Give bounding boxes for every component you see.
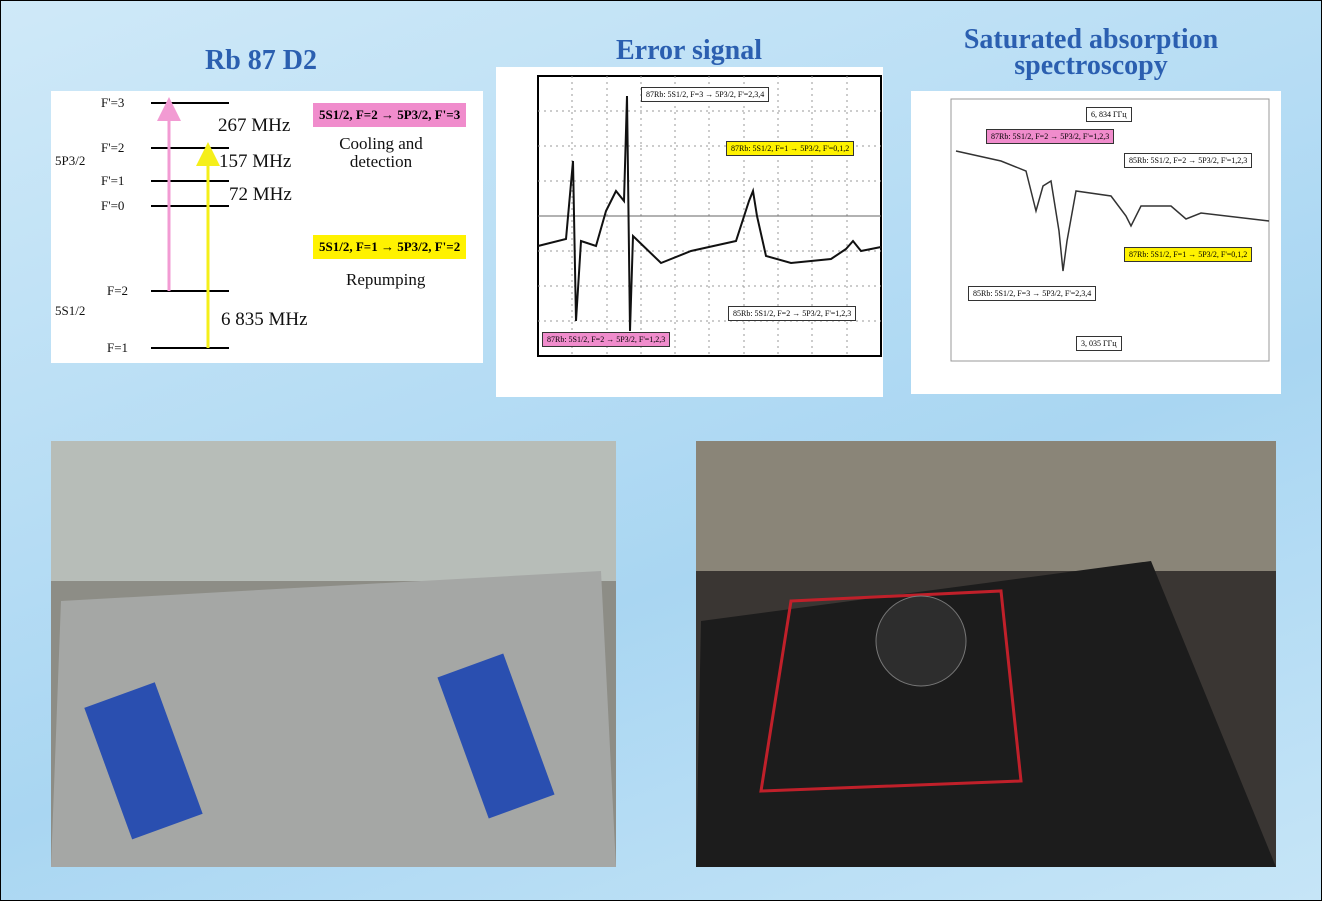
- splitting: 72 MHz: [229, 184, 292, 206]
- label: Cooling and detection: [326, 135, 436, 171]
- annotation: 85Rb: 5S1/2, F=2 → 5P3/2, F'=1,2,3: [728, 306, 856, 321]
- manifold: 5P3/2: [55, 153, 85, 169]
- annotation: 87Rb: 5S1/2, F=3 → 5P3/2, F'=2,3,4: [641, 87, 769, 102]
- annotation: 85Rb: 5S1/2, F=3 → 5P3/2, F'=2,3,4: [968, 286, 1096, 301]
- splitting: 157 MHz: [219, 151, 291, 173]
- level: F=2: [107, 283, 128, 299]
- level: F'=0: [101, 198, 124, 214]
- splitting: 6 835 MHz: [221, 309, 308, 331]
- label: Repumping: [346, 270, 425, 290]
- annotation: 6, 834 ГГц: [1086, 107, 1132, 122]
- drawing: [1, 1, 1321, 900]
- slide: Rb 87 D2 F'=3 F'=2 F'=1 F'=0 F=2 F=1 5P3…: [0, 0, 1322, 901]
- level: F'=3: [101, 95, 124, 111]
- transition: 5S1/2, F=2 → 5P3/2, F'=3: [313, 103, 466, 127]
- level: F'=2: [101, 140, 124, 156]
- transition: 5S1/2, F=1 → 5P3/2, F'=2: [313, 235, 466, 259]
- title: Saturated absorption spectroscopy: [931, 27, 1251, 79]
- annotation: 3, 035 ГГц: [1076, 336, 1122, 351]
- splitting: 267 MHz: [218, 115, 290, 137]
- title: Rb 87 D2: [141, 45, 381, 77]
- title: Error signal: [561, 35, 817, 67]
- photo: [51, 441, 616, 867]
- annotation: 87Rb: 5S1/2, F=1 → 5P3/2, F'=0,1,2: [1124, 247, 1252, 262]
- photo: [696, 441, 1276, 867]
- annotation: 85Rb: 5S1/2, F=2 → 5P3/2, F'=1,2,3: [1124, 153, 1252, 168]
- annotation: 87Rb: 5S1/2, F=2 → 5P3/2, F'=1,2,3: [986, 129, 1114, 144]
- level: F'=1: [101, 173, 124, 189]
- annotation: 87Rb: 5S1/2, F=2 → 5P3/2, F'=1,2,3: [542, 332, 670, 347]
- level: F=1: [107, 340, 128, 356]
- manifold: 5S1/2: [55, 303, 85, 319]
- annotation: 87Rb: 5S1/2, F=1 → 5P3/2, F'=0,1,2: [726, 141, 854, 156]
